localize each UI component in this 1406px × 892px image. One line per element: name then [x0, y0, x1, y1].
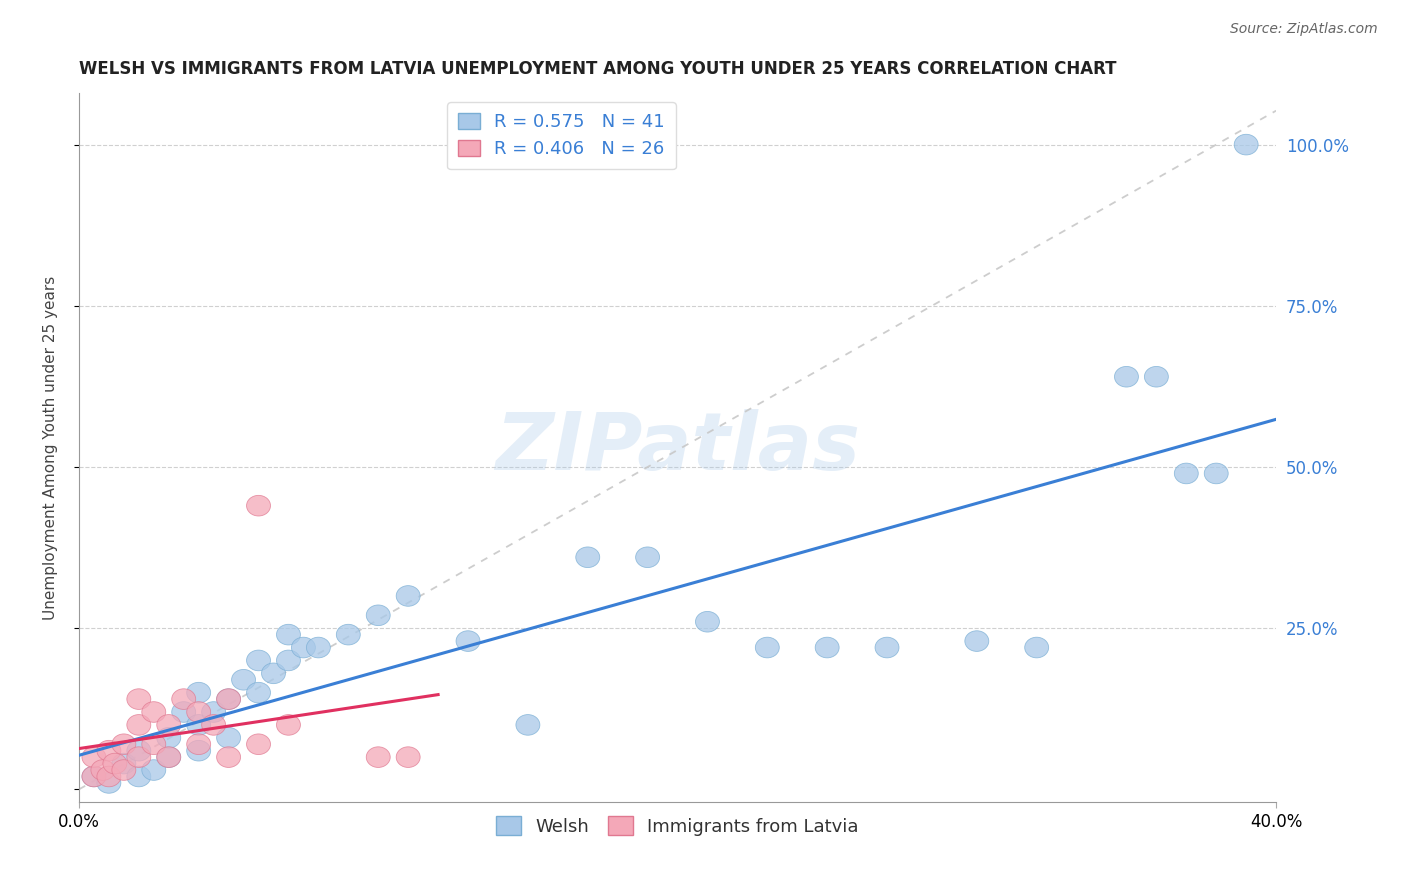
Ellipse shape — [262, 663, 285, 683]
Ellipse shape — [142, 734, 166, 755]
Ellipse shape — [277, 624, 301, 645]
Ellipse shape — [142, 760, 166, 780]
Ellipse shape — [516, 714, 540, 735]
Ellipse shape — [636, 547, 659, 567]
Ellipse shape — [82, 766, 105, 787]
Ellipse shape — [187, 740, 211, 761]
Ellipse shape — [127, 714, 150, 735]
Ellipse shape — [127, 740, 150, 761]
Ellipse shape — [246, 495, 270, 516]
Ellipse shape — [156, 714, 181, 735]
Ellipse shape — [156, 747, 181, 767]
Ellipse shape — [396, 747, 420, 767]
Ellipse shape — [246, 734, 270, 755]
Y-axis label: Unemployment Among Youth under 25 years: Unemployment Among Youth under 25 years — [44, 276, 58, 620]
Ellipse shape — [336, 624, 360, 645]
Ellipse shape — [82, 766, 105, 787]
Ellipse shape — [172, 689, 195, 709]
Ellipse shape — [217, 689, 240, 709]
Ellipse shape — [187, 734, 211, 755]
Ellipse shape — [246, 682, 270, 703]
Ellipse shape — [696, 611, 720, 632]
Ellipse shape — [246, 650, 270, 671]
Ellipse shape — [127, 689, 150, 709]
Ellipse shape — [456, 631, 479, 651]
Ellipse shape — [201, 702, 225, 723]
Ellipse shape — [1025, 637, 1049, 657]
Ellipse shape — [97, 766, 121, 787]
Ellipse shape — [142, 702, 166, 723]
Ellipse shape — [1144, 367, 1168, 387]
Ellipse shape — [201, 714, 225, 735]
Ellipse shape — [576, 547, 600, 567]
Ellipse shape — [156, 747, 181, 767]
Ellipse shape — [815, 637, 839, 657]
Ellipse shape — [187, 702, 211, 723]
Ellipse shape — [755, 637, 779, 657]
Ellipse shape — [112, 760, 136, 780]
Ellipse shape — [367, 747, 391, 767]
Text: ZIPatlas: ZIPatlas — [495, 409, 860, 487]
Ellipse shape — [172, 702, 195, 723]
Ellipse shape — [217, 747, 240, 767]
Ellipse shape — [367, 605, 391, 625]
Ellipse shape — [277, 650, 301, 671]
Ellipse shape — [82, 747, 105, 767]
Text: WELSH VS IMMIGRANTS FROM LATVIA UNEMPLOYMENT AMONG YOUTH UNDER 25 YEARS CORRELAT: WELSH VS IMMIGRANTS FROM LATVIA UNEMPLOY… — [79, 60, 1116, 78]
Ellipse shape — [1205, 463, 1229, 483]
Ellipse shape — [396, 586, 420, 607]
Ellipse shape — [156, 728, 181, 748]
Ellipse shape — [187, 682, 211, 703]
Ellipse shape — [187, 714, 211, 735]
Ellipse shape — [97, 772, 121, 793]
Ellipse shape — [1174, 463, 1198, 483]
Ellipse shape — [965, 631, 988, 651]
Ellipse shape — [127, 747, 150, 767]
Ellipse shape — [1115, 367, 1139, 387]
Ellipse shape — [103, 753, 127, 774]
Ellipse shape — [91, 760, 115, 780]
Text: Source: ZipAtlas.com: Source: ZipAtlas.com — [1230, 22, 1378, 37]
Legend: Welsh, Immigrants from Latvia: Welsh, Immigrants from Latvia — [489, 809, 866, 843]
Ellipse shape — [112, 734, 136, 755]
Ellipse shape — [217, 689, 240, 709]
Ellipse shape — [97, 740, 121, 761]
Ellipse shape — [1234, 135, 1258, 155]
Ellipse shape — [875, 637, 898, 657]
Ellipse shape — [277, 714, 301, 735]
Ellipse shape — [307, 637, 330, 657]
Ellipse shape — [217, 728, 240, 748]
Ellipse shape — [112, 753, 136, 774]
Ellipse shape — [232, 670, 256, 690]
Ellipse shape — [291, 637, 315, 657]
Ellipse shape — [127, 766, 150, 787]
